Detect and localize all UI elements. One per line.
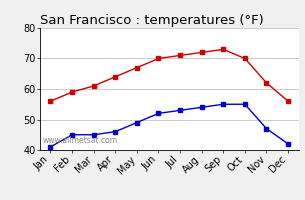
Text: www.allmetsat.com: www.allmetsat.com (42, 136, 117, 145)
Text: San Francisco : temperatures (°F): San Francisco : temperatures (°F) (40, 14, 264, 27)
